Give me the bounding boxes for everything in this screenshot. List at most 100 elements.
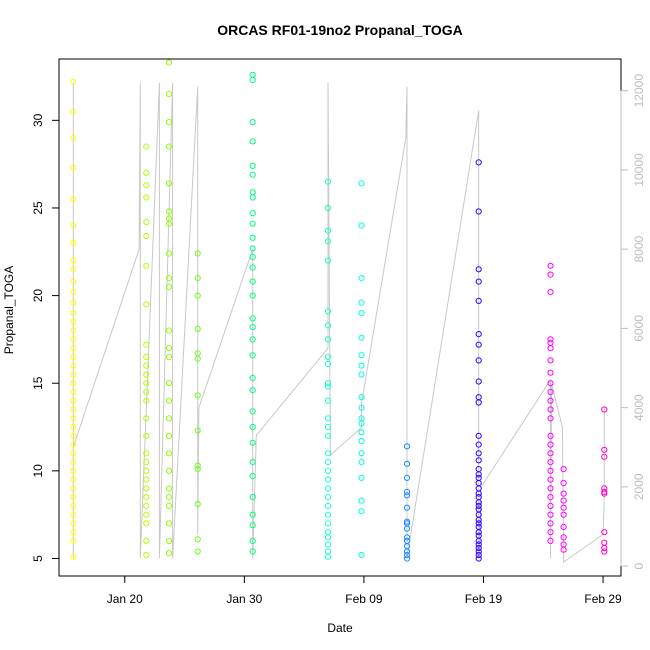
data-point [547,380,554,387]
y2-tick-label: 4000 [632,394,646,421]
data-point [358,334,365,341]
data-point [249,220,256,227]
data-point [249,387,256,394]
data-point [358,299,365,306]
data-point [324,450,332,457]
data-point [143,467,150,474]
data-point [70,222,77,229]
data-point [143,194,150,201]
data-point [324,380,332,387]
data-point [70,164,77,171]
data-points-layer [70,59,608,562]
y-tick-label: 30 [31,113,45,127]
data-point [403,488,411,495]
data-point [165,520,173,527]
data-point [547,397,554,404]
data-point [358,310,365,317]
data-point [547,262,554,269]
data-point [165,119,173,126]
data-point [324,511,332,518]
data-point [560,490,567,497]
data-point [249,253,256,261]
series-4 [194,250,201,555]
data-point [358,508,365,515]
data-point [324,520,332,527]
data-point [165,380,173,387]
data-point [143,371,150,378]
data-point [403,460,411,467]
data-point [475,432,482,439]
data-point [70,196,77,203]
data-point [143,169,150,176]
data-point [475,551,482,559]
data-point [475,208,482,215]
data-point [70,441,77,448]
data-point [560,466,567,473]
data-point [324,502,332,509]
data-point [249,138,256,145]
data-point [194,501,201,508]
data-point [403,551,411,559]
data-point [601,539,608,546]
y-tick-label: 5 [31,555,45,562]
data-point [249,352,256,359]
data-point [601,529,608,536]
series-6 [324,178,332,560]
data-point [249,374,256,382]
data-point [70,450,77,457]
y-tick-label: 15 [31,376,45,390]
data-point [249,548,256,555]
chart-title: ORCAS RF01-19no2 Propanal_TOGA [217,22,463,38]
data-point [165,208,173,215]
data-point [143,353,150,360]
data-point [143,388,150,396]
data-point [70,520,77,527]
data-point [70,476,77,483]
series-2 [143,143,150,559]
data-point [324,553,332,560]
data-point [560,504,567,511]
data-point [358,497,365,504]
data-point [547,406,554,413]
data-point [403,555,411,562]
data-point [143,459,150,466]
x-tick-label: Feb 19 [465,592,503,606]
data-point [194,250,201,257]
data-point [560,546,567,553]
data-point [475,555,482,562]
series-10 [547,262,567,553]
data-point [324,178,332,185]
data-point [143,301,150,308]
x-axis-label: Date [327,621,353,635]
data-point [70,266,77,273]
data-point [70,310,77,317]
data-point [70,318,77,325]
data-point [165,275,173,282]
data-point [165,432,173,439]
data-point [560,497,567,504]
data-point [547,494,554,501]
data-point [143,494,150,501]
data-point [547,467,554,474]
data-point [249,264,256,271]
data-point [324,494,332,501]
data-point [194,292,201,299]
data-point [70,415,77,422]
data-point [601,446,608,453]
data-point [547,345,554,352]
data-point [165,283,173,290]
data-point [475,266,482,273]
data-point [601,548,608,555]
data-point [324,257,332,264]
data-point [547,415,554,422]
series-7 [358,180,365,559]
data-point [324,227,332,234]
data-point [249,423,256,431]
altitude-line [72,82,605,564]
data-point [324,432,332,439]
data-point [143,537,150,545]
data-point [324,353,332,360]
data-point [324,548,332,555]
data-point [403,518,411,525]
